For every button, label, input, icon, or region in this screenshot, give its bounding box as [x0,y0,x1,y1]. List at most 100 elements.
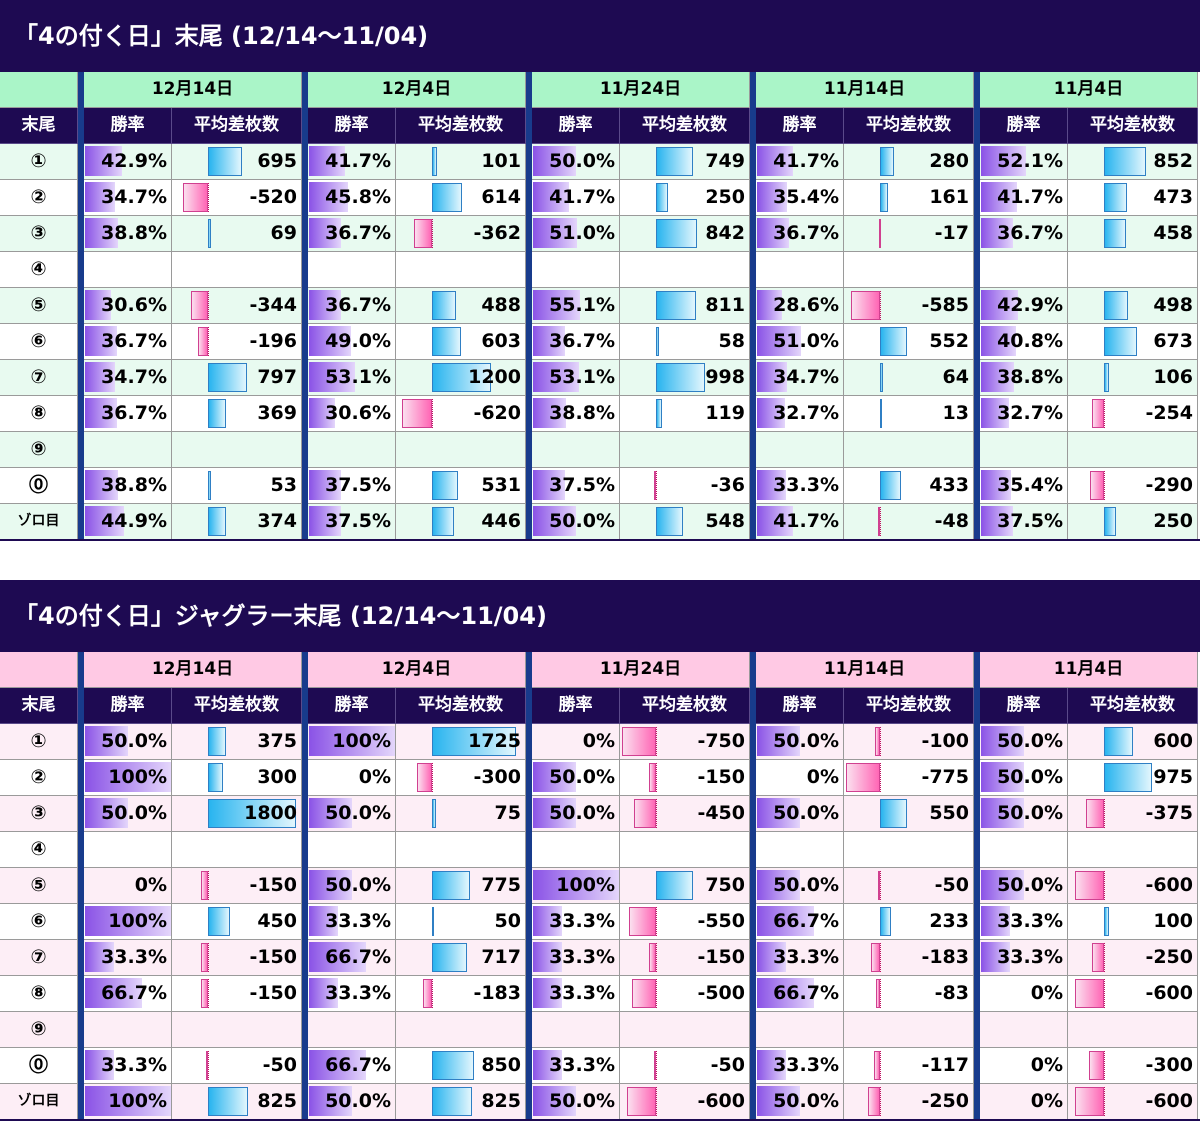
win-rate-header: 勝率 [84,688,172,724]
win-rate-value: 34.7% [101,366,167,388]
avg-diff-cell [396,832,526,868]
win-rate-cell: 66.7% [756,904,844,940]
table-row: ⓪ 33.3% -50 66.7% 850 33.3% -50 33.3% -117 0% -300 [0,1048,1200,1084]
avg-diff-cell [620,432,750,468]
avg-diff-cell [620,252,750,288]
diff-axis-line [1104,871,1105,900]
avg-diff-value: 161 [929,186,969,208]
avg-diff-cell: 750 [620,868,750,904]
diff-axis-line [208,943,209,972]
avg-diff-cell: 975 [1068,760,1198,796]
table-row: ⑧ 66.7% -150 33.3% -183 33.3% -500 66.7% -83 0% -6… [0,976,1200,1012]
win-rate-cell: 53.1% [308,360,396,396]
table-row: ① 50.0% 375 100% 1725 0% -750 50.0% -100 50.0% 600 [0,724,1200,760]
win-rate-cell [308,252,396,288]
win-rate-value: 33.3% [549,910,615,932]
avg-diff-cell: 775 [396,868,526,904]
positive-diff-bar [880,399,882,428]
win-rate-cell: 50.0% [308,796,396,832]
win-rate-value: 52.1% [997,150,1063,172]
win-rate-value: 100% [108,1090,167,1112]
avg-diff-cell: 1800 [172,796,302,832]
avg-diff-value: -48 [934,510,969,532]
negative-diff-bar [632,979,656,1008]
avg-diff-cell: -600 [1068,976,1198,1012]
avg-diff-value: -150 [249,982,297,1004]
avg-diff-value: 825 [257,1090,297,1112]
row-label: ⑨ [0,432,78,468]
win-rate-value: 50.0% [101,730,167,752]
avg-diff-value: -750 [697,730,745,752]
avg-diff-cell: 250 [1068,504,1198,540]
win-rate-bar [757,906,814,936]
row-label: ③ [0,216,78,252]
table-row: ⓪ 38.8% 53 37.5% 531 37.5% -36 33.3% 433 35.4% -29… [0,468,1200,504]
avg-diff-value: 600 [1153,730,1193,752]
win-rate-value: 33.3% [997,910,1063,932]
avg-diff-value: -450 [697,802,745,824]
avg-diff-cell: -250 [1068,940,1198,976]
avg-diff-cell: -362 [396,216,526,252]
row-label: ⓪ [0,468,78,504]
row-label: ⓪ [0,1048,78,1084]
win-rate-value: 32.7% [997,402,1063,424]
positive-diff-bar [880,363,883,392]
avg-diff-cell: -520 [172,180,302,216]
avg-diff-value: -600 [1145,874,1193,896]
table-row: ⑥ 36.7% -196 49.0% 603 36.7% 58 51.0% 552 40.8% 67… [0,324,1200,360]
win-rate-bar [757,506,793,536]
avg-diff-cell: 64 [844,360,974,396]
win-rate-bar [981,870,1024,900]
win-rate-value: 42.9% [997,294,1063,316]
avg-diff-cell [396,432,526,468]
win-rate-cell: 100% [84,1084,172,1120]
avg-diff-value: 842 [705,222,745,244]
positive-diff-bar [432,799,436,828]
win-rate-bar [757,798,800,828]
diff-axis-line [656,727,657,756]
negative-diff-bar [1075,871,1104,900]
win-rate-bar [85,942,114,972]
positive-diff-bar [432,291,456,320]
negative-diff-bar [414,219,432,248]
avg-diff-value: -620 [473,402,521,424]
win-rate-cell: 0% [308,760,396,796]
win-rate-value: 50.0% [549,1090,615,1112]
positive-diff-bar [432,183,462,212]
win-rate-value: 66.7% [325,946,391,968]
negative-diff-bar [846,763,880,792]
avg-diff-value: 673 [1153,330,1193,352]
diff-axis-line [1104,1087,1105,1116]
win-rate-header: 勝率 [980,108,1068,144]
diff-axis-line [656,1051,657,1080]
positive-diff-bar [880,183,888,212]
positive-diff-bar [432,507,454,536]
row-label: ⑦ [0,940,78,976]
win-rate-cell: 28.6% [756,288,844,324]
win-rate-bar [85,290,111,320]
date-header: 11月24日 [532,72,750,108]
positive-diff-bar [1104,327,1137,356]
positive-diff-bar [208,363,247,392]
avg-diff-cell: 548 [620,504,750,540]
win-rate-cell: 0% [84,868,172,904]
negative-diff-bar [191,291,208,320]
win-rate-bar [533,470,565,500]
win-rate-value: 42.9% [101,150,167,172]
avg-diff-cell: 50 [396,904,526,940]
diff-axis-line [880,1087,881,1116]
win-rate-bar [757,1050,786,1080]
diff-axis-line [208,871,209,900]
avg-diff-value: 280 [929,150,969,172]
win-rate-bar [309,726,395,756]
win-rate-bar [533,978,562,1008]
negative-diff-bar [423,979,432,1008]
positive-diff-bar [208,799,296,828]
win-rate-bar [757,362,787,392]
win-rate-value: 50.0% [549,802,615,824]
positive-diff-bar [656,291,696,320]
avg-diff-cell: -750 [620,724,750,760]
avg-diff-value: 69 [270,222,297,244]
negative-diff-bar [201,979,208,1008]
win-rate-cell: 42.9% [84,144,172,180]
